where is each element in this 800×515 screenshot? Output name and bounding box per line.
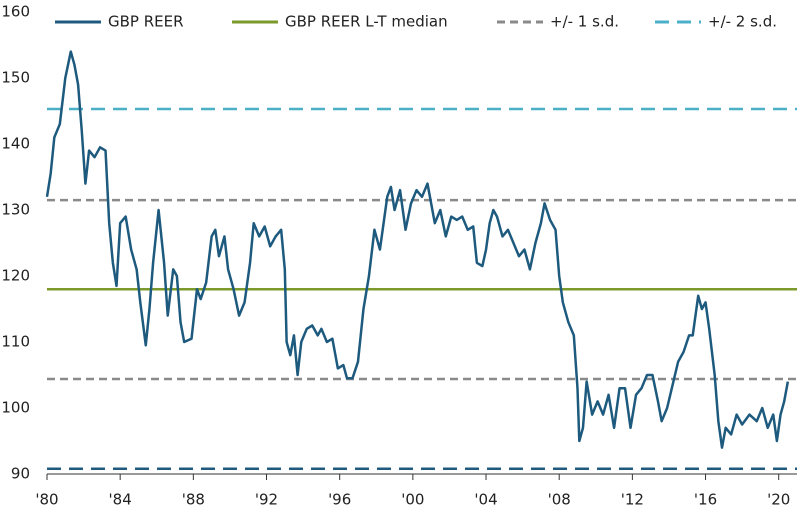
x-tick-label: '08	[548, 491, 571, 509]
y-tick-label: 150	[1, 69, 30, 87]
x-tick-label: '80	[35, 491, 58, 509]
legend-label: +/- 2 s.d.	[708, 13, 777, 31]
y-tick-label: 160	[1, 3, 30, 21]
x-tick-label: '88	[182, 491, 205, 509]
x-tick-label: '92	[255, 491, 278, 509]
series-line	[45, 50, 790, 449]
x-tick-label: '04	[474, 491, 497, 509]
y-tick-label: 110	[1, 333, 30, 351]
y-tick-label: 140	[1, 135, 30, 153]
x-tick-label: '20	[767, 491, 790, 509]
y-tick-label: 120	[1, 267, 30, 285]
y-tick-label: 130	[1, 201, 30, 219]
y-tick-label: 90	[11, 465, 30, 483]
legend-label: GBP REER L-T median	[285, 13, 448, 31]
y-tick-label: 100	[1, 399, 30, 417]
x-tick-label: '00	[401, 491, 424, 509]
legend-label: GBP REER	[108, 13, 184, 31]
legend-label: +/- 1 s.d.	[550, 13, 619, 31]
x-tick-label: '16	[694, 491, 717, 509]
x-tick-label: '96	[328, 491, 351, 509]
x-tick-label: '12	[621, 491, 644, 509]
x-tick-label: '84	[109, 491, 132, 509]
